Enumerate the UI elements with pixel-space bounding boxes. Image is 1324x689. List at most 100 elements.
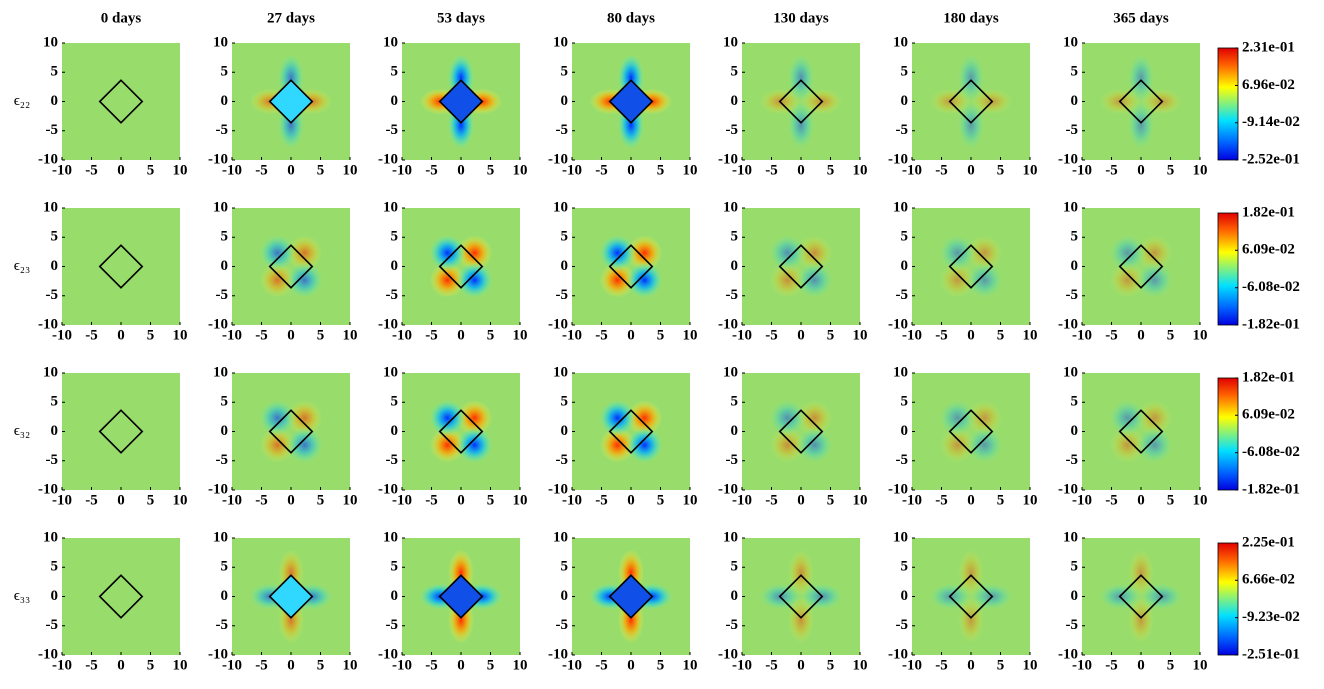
x-tick-label: 0 bbox=[287, 657, 295, 673]
x-tick-label: 10 bbox=[513, 492, 528, 508]
x-tick-label: -10 bbox=[732, 162, 752, 178]
y-tick-label: 0 bbox=[561, 93, 569, 109]
x-tick-label: 10 bbox=[853, 327, 868, 343]
inclusion-outline bbox=[438, 79, 484, 124]
x-tick-label: 0 bbox=[797, 492, 805, 508]
field-lobe bbox=[1128, 101, 1154, 149]
x-tick-label: 5 bbox=[317, 162, 325, 178]
x-tick-label: 10 bbox=[513, 162, 528, 178]
inclusion-outline bbox=[608, 79, 654, 124]
x-tick-label: -10 bbox=[392, 657, 412, 673]
y-tick-label: 0 bbox=[901, 588, 909, 604]
field-lobe bbox=[456, 400, 493, 436]
field-lobe bbox=[259, 427, 296, 463]
y-tick-label: 0 bbox=[731, 588, 739, 604]
inclusion-outline bbox=[948, 79, 994, 124]
y-tick-label: -10 bbox=[718, 316, 738, 332]
x-tick-label: -10 bbox=[222, 327, 242, 343]
heatmap bbox=[1082, 43, 1200, 160]
x-tick-label: -5 bbox=[765, 492, 778, 508]
inclusion-outline bbox=[268, 574, 314, 619]
field-lobe bbox=[1136, 235, 1173, 271]
y-tick-label: -5 bbox=[1066, 122, 1079, 138]
y-tick-label: 10 bbox=[383, 34, 398, 50]
y-tick-label: -10 bbox=[548, 316, 568, 332]
x-tick-label: -10 bbox=[392, 492, 412, 508]
x-tick-label: -5 bbox=[765, 657, 778, 673]
field-lobe bbox=[599, 235, 636, 271]
field-lobe bbox=[259, 400, 296, 436]
field-lobe bbox=[259, 262, 296, 298]
x-tick-label: 0 bbox=[627, 657, 635, 673]
colorbar bbox=[1217, 377, 1239, 491]
x-tick-label: -10 bbox=[52, 657, 72, 673]
y-tick-label: -10 bbox=[378, 151, 398, 167]
x-tick-label: 10 bbox=[343, 657, 358, 673]
y-tick-label: -5 bbox=[556, 452, 569, 468]
heatmap bbox=[572, 208, 690, 325]
x-tick-label: -5 bbox=[595, 162, 608, 178]
x-tick-label: 10 bbox=[1023, 657, 1038, 673]
x-tick-label: 0 bbox=[797, 657, 805, 673]
y-tick-label: 10 bbox=[893, 364, 908, 380]
column-title: 80 days bbox=[607, 10, 655, 26]
y-tick-label: -5 bbox=[1066, 452, 1079, 468]
y-tick-label: -5 bbox=[726, 287, 739, 303]
y-tick-label: 5 bbox=[731, 64, 739, 80]
heatmap bbox=[572, 43, 690, 160]
field-lobe bbox=[286, 235, 323, 271]
x-tick-label: -5 bbox=[765, 162, 778, 178]
x-tick-label: 0 bbox=[117, 162, 125, 178]
y-tick-label: -5 bbox=[386, 452, 399, 468]
x-tick-label: 5 bbox=[147, 492, 155, 508]
x-tick-label: -10 bbox=[1072, 162, 1092, 178]
x-tick-label: 5 bbox=[827, 327, 835, 343]
x-tick-label: -5 bbox=[255, 492, 268, 508]
x-tick-label: -5 bbox=[425, 492, 438, 508]
x-tick-label: -10 bbox=[562, 492, 582, 508]
x-tick-label: -5 bbox=[85, 327, 98, 343]
x-tick-label: 0 bbox=[1137, 327, 1145, 343]
x-tick-label: -5 bbox=[85, 492, 98, 508]
column-title: 0 days bbox=[101, 10, 142, 26]
y-tick-label: 5 bbox=[221, 229, 229, 245]
y-tick-label: -10 bbox=[38, 481, 58, 497]
x-tick-label: 0 bbox=[457, 657, 465, 673]
field-lobe bbox=[626, 235, 663, 271]
y-tick-label: -10 bbox=[1058, 151, 1078, 167]
x-tick-label: 0 bbox=[1137, 492, 1145, 508]
y-tick-label: 5 bbox=[901, 559, 909, 575]
y-tick-label: 10 bbox=[893, 199, 908, 215]
x-tick-label: 0 bbox=[797, 327, 805, 343]
colorbar-tick-label: 6.96e-02 bbox=[1242, 77, 1295, 93]
field-lobe bbox=[456, 235, 493, 271]
y-tick-label: 0 bbox=[51, 258, 59, 274]
y-tick-label: 0 bbox=[1071, 258, 1079, 274]
colorbar-tick-label: 2.25e-01 bbox=[1242, 534, 1295, 550]
y-tick-label: -5 bbox=[896, 287, 909, 303]
heatmap bbox=[232, 373, 350, 490]
y-tick-label: -5 bbox=[216, 452, 229, 468]
y-tick-label: -5 bbox=[386, 287, 399, 303]
x-tick-label: -5 bbox=[425, 657, 438, 673]
heatmap bbox=[62, 538, 180, 655]
row-label: ϵ₃₂ bbox=[14, 423, 31, 439]
inclusion-outline bbox=[98, 79, 144, 124]
y-tick-label: -10 bbox=[888, 316, 908, 332]
y-tick-label: 0 bbox=[731, 93, 739, 109]
heatmap bbox=[742, 373, 860, 490]
inclusion-outline bbox=[1118, 79, 1164, 124]
inclusion-outline bbox=[778, 244, 824, 289]
x-tick-label: -10 bbox=[1072, 327, 1092, 343]
y-tick-label: 5 bbox=[731, 229, 739, 245]
y-tick-label: 0 bbox=[561, 423, 569, 439]
field-lobe bbox=[769, 235, 806, 271]
y-tick-label: 0 bbox=[731, 423, 739, 439]
y-tick-label: 5 bbox=[561, 229, 569, 245]
y-tick-label: -5 bbox=[726, 452, 739, 468]
y-tick-label: 5 bbox=[1071, 394, 1079, 410]
x-tick-label: -5 bbox=[255, 657, 268, 673]
y-tick-label: -5 bbox=[46, 287, 59, 303]
y-tick-label: -5 bbox=[556, 617, 569, 633]
